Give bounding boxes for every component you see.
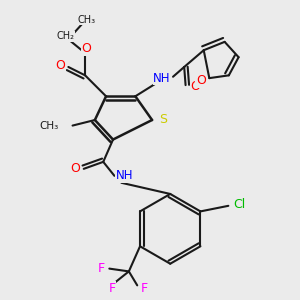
Text: O: O	[82, 42, 92, 55]
Text: CH₃: CH₃	[77, 14, 96, 25]
Text: O: O	[196, 74, 206, 87]
Text: O: O	[55, 59, 65, 72]
Text: F: F	[98, 262, 104, 275]
Text: NH: NH	[153, 72, 171, 85]
Text: F: F	[141, 282, 148, 295]
Text: CH₃: CH₃	[39, 121, 58, 130]
Text: F: F	[109, 282, 116, 295]
Text: NH: NH	[116, 169, 133, 182]
Text: O: O	[190, 80, 200, 93]
Text: Cl: Cl	[233, 198, 246, 211]
Text: S: S	[159, 113, 167, 127]
Text: O: O	[70, 162, 80, 175]
Text: CH₂: CH₂	[57, 31, 75, 41]
